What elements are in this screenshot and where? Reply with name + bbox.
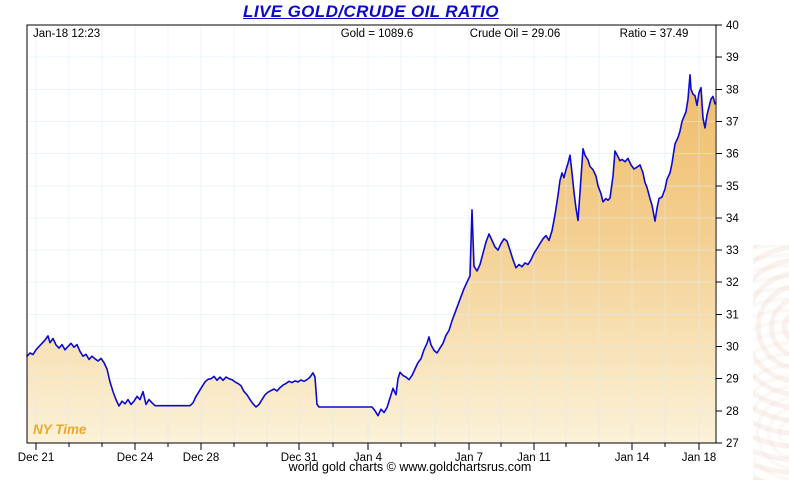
plot-border (26, 24, 717, 444)
y-axis-label: 29 (726, 374, 739, 386)
y-axis-label: 38 (726, 84, 739, 96)
x-axis-label: Jan 14 (615, 452, 650, 464)
y-axis-label: 28 (726, 406, 739, 418)
y-axis-label: 33 (726, 245, 739, 257)
x-axis-label: Jan 4 (354, 452, 383, 464)
x-axis-label: Dec 31 (281, 452, 317, 464)
y-axis-label: 35 (726, 181, 739, 193)
x-axis-label: Dec 28 (183, 452, 219, 464)
price-line (26, 74, 716, 417)
quote-timestamp: Jan-18 12:23 (33, 28, 101, 40)
x-axis-label: Jan 18 (682, 452, 717, 464)
y-axis-label: 36 (726, 149, 739, 161)
y-axis-label: 27 (726, 438, 739, 450)
credit-line: world gold charts © www.goldchartsrus.co… (288, 460, 532, 474)
page-title: LIVE GOLD/CRUDE OIL RATIO (243, 2, 499, 21)
y-axis-label: 31 (726, 309, 739, 321)
gold-quote-value: Gold = 1089.6 (340, 28, 414, 40)
ratio-quote-value: Ratio = 37.49 (619, 28, 689, 40)
y-axis-label: 30 (726, 342, 739, 354)
timezone-label: NY Time (33, 422, 87, 437)
y-axis-label: 34 (726, 213, 739, 225)
x-axis-label: Dec 24 (117, 452, 154, 464)
y-axis-label: 39 (726, 52, 739, 64)
x-axis-label: Dec 21 (18, 452, 54, 464)
y-axis-label: 32 (726, 277, 739, 289)
area-fill (27, 74, 715, 444)
x-axis-label: Jan 11 (517, 452, 551, 464)
x-axis-label: Jan 7 (455, 452, 483, 464)
crude-quote-value: Crude Oil = 29.06 (469, 28, 561, 40)
y-axis-label: 40 (726, 20, 739, 32)
y-axis-label: 37 (726, 116, 739, 128)
